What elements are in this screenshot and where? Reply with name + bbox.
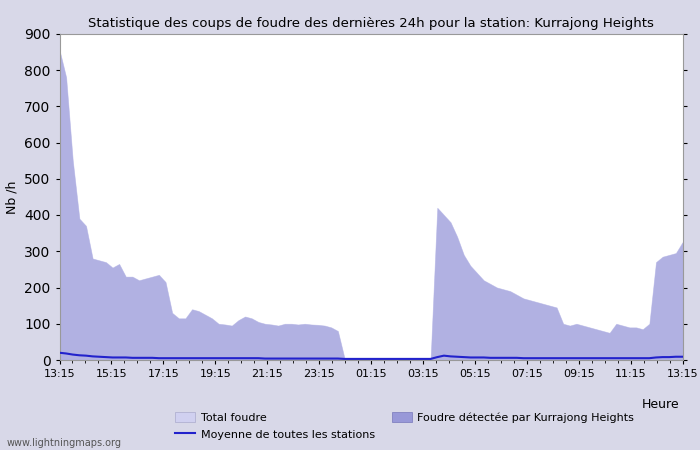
Title: Statistique des coups de foudre des dernières 24h pour la station: Kurrajong Hei: Statistique des coups de foudre des dern… (88, 17, 654, 30)
Text: Heure: Heure (641, 398, 679, 411)
Text: www.lightningmaps.org: www.lightningmaps.org (7, 438, 122, 448)
Y-axis label: Nb /h: Nb /h (6, 180, 18, 214)
Legend: Total foudre, Moyenne de toutes les stations, Foudre détectée par Kurrajong Heig: Total foudre, Moyenne de toutes les stat… (171, 408, 638, 444)
